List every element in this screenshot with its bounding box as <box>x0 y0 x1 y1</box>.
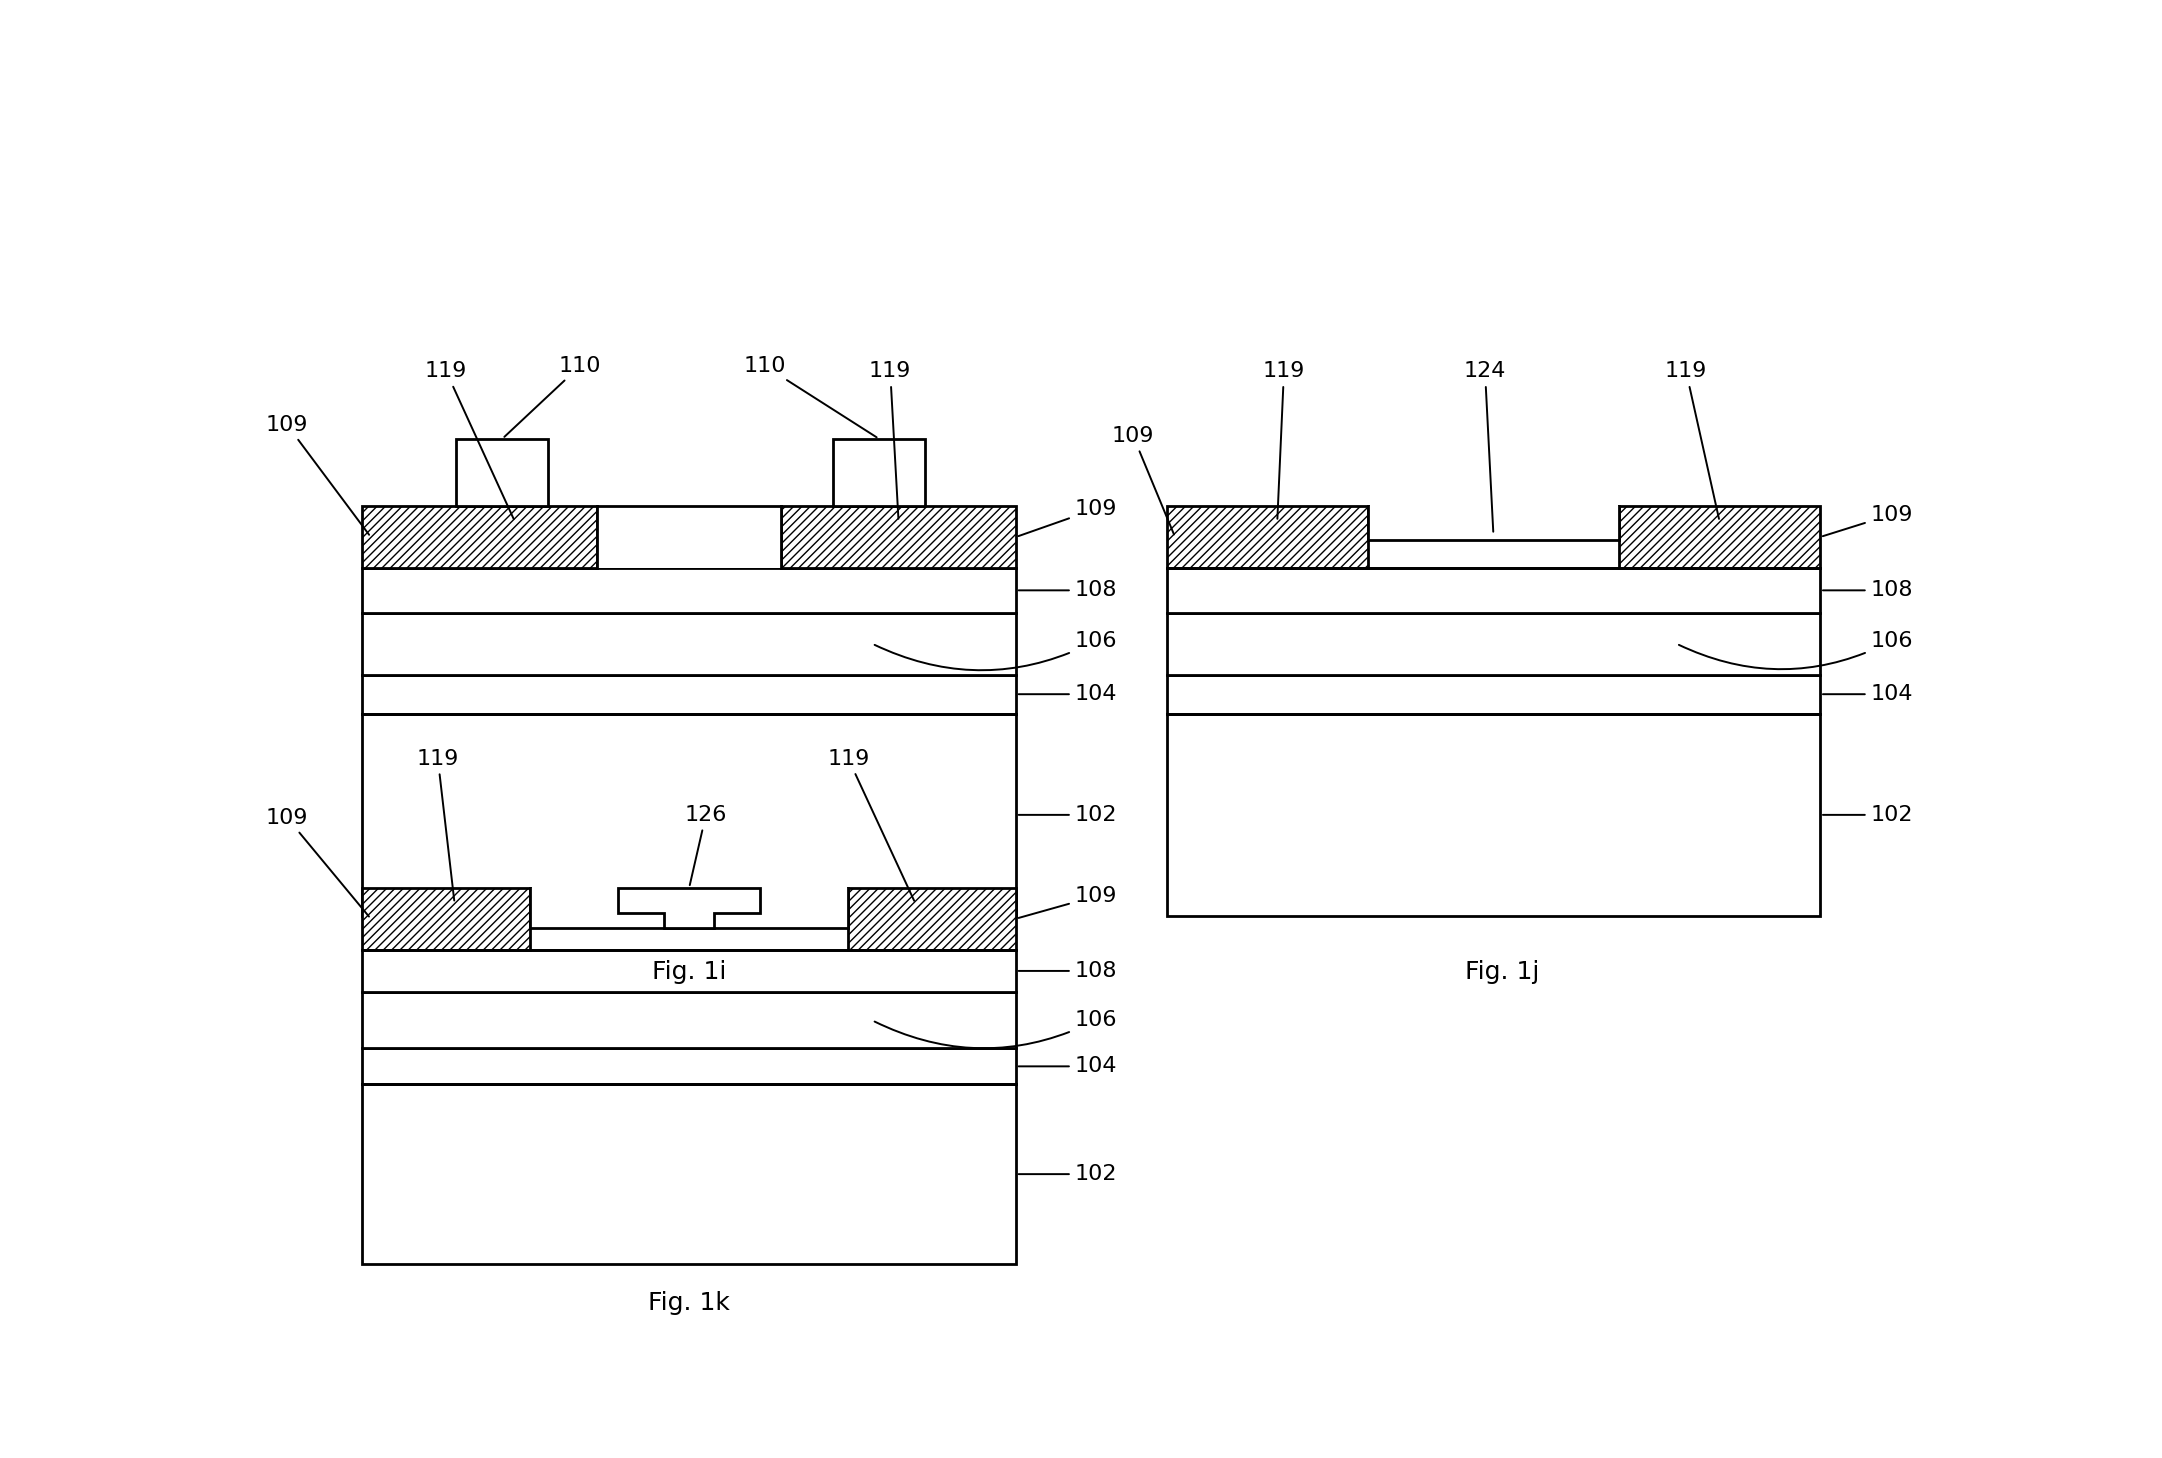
Bar <box>1167 612 1820 675</box>
Text: 109: 109 <box>1111 426 1174 535</box>
Bar <box>363 888 530 949</box>
Bar <box>363 714 1016 916</box>
Bar <box>363 612 1016 675</box>
Text: 108: 108 <box>1823 580 1913 601</box>
Text: 119: 119 <box>828 749 915 901</box>
Bar <box>363 993 1016 1048</box>
Text: 108: 108 <box>1018 961 1118 981</box>
Text: 110: 110 <box>744 356 876 437</box>
Bar <box>363 506 597 567</box>
Text: Fig. 1j: Fig. 1j <box>1464 959 1539 984</box>
Bar <box>1167 675 1820 714</box>
Text: 119: 119 <box>417 749 458 901</box>
Text: 110: 110 <box>504 356 601 437</box>
Bar <box>530 888 848 927</box>
Text: 106: 106 <box>876 1010 1118 1048</box>
Text: 119: 119 <box>1263 362 1306 519</box>
Bar <box>363 675 1016 714</box>
Bar <box>597 506 780 567</box>
Text: 106: 106 <box>1680 631 1913 669</box>
Bar <box>1167 506 1369 567</box>
Bar <box>780 506 1016 567</box>
Text: 109: 109 <box>1018 499 1118 537</box>
Text: 108: 108 <box>1018 580 1118 601</box>
Text: 119: 119 <box>1665 362 1719 519</box>
Text: 104: 104 <box>1823 684 1913 704</box>
Bar <box>1167 714 1820 916</box>
Text: 109: 109 <box>1018 886 1118 919</box>
Bar <box>848 888 1016 949</box>
Bar <box>1167 567 1820 612</box>
Bar <box>456 439 549 506</box>
Text: 106: 106 <box>876 631 1118 671</box>
Text: 119: 119 <box>426 362 515 519</box>
Text: 119: 119 <box>869 362 912 519</box>
Text: Fig. 1i: Fig. 1i <box>653 959 726 984</box>
Text: 109: 109 <box>1823 504 1913 537</box>
Bar <box>363 949 1016 993</box>
Text: Fig. 1k: Fig. 1k <box>649 1292 731 1315</box>
Text: 104: 104 <box>1018 1057 1118 1076</box>
Bar <box>363 567 1016 612</box>
Text: 124: 124 <box>1464 362 1507 532</box>
Bar <box>1619 506 1820 567</box>
Polygon shape <box>618 888 761 927</box>
Text: 102: 102 <box>1823 805 1913 825</box>
Text: 109: 109 <box>266 414 370 535</box>
Text: 126: 126 <box>685 805 726 885</box>
Text: 109: 109 <box>266 808 370 917</box>
Text: 102: 102 <box>1018 805 1118 825</box>
Text: 102: 102 <box>1018 1163 1118 1184</box>
Bar <box>1369 506 1619 539</box>
Bar <box>363 1085 1016 1264</box>
Bar <box>363 1048 1016 1085</box>
Bar <box>832 439 925 506</box>
Text: 104: 104 <box>1018 684 1118 704</box>
